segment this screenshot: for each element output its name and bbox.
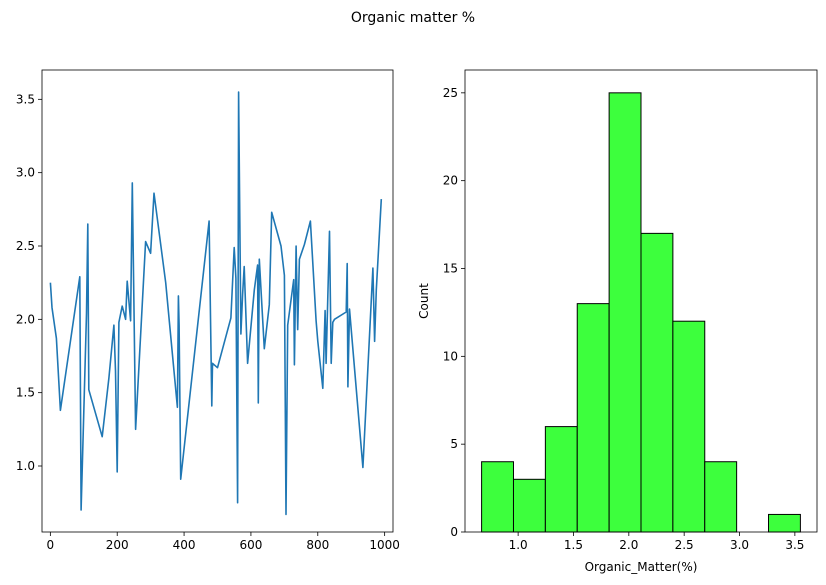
line-x-tick-label: 400 — [173, 538, 196, 552]
histogram-y-tick-label: 15 — [443, 262, 458, 276]
histogram-bar — [704, 461, 738, 533]
histogram-y-tick-label: 25 — [443, 86, 458, 100]
line-x-tick-label: 200 — [106, 538, 129, 552]
histogram-y-tick-label: 20 — [443, 174, 458, 188]
histogram-x-tick-label: 3.0 — [730, 538, 749, 552]
histogram-chart: 1.0 1.5 2.0 2.5 3.0 3.5 0 5 10 15 20 25 Organic_Ma… — [417, 69, 818, 574]
histogram-frame — [464, 69, 818, 533]
histogram-y-tick-label: 5 — [450, 437, 458, 451]
histogram-x-tick-label: 1.0 — [509, 538, 528, 552]
histogram-y-tick-label: 0 — [450, 525, 458, 539]
line-series — [49, 91, 383, 516]
histogram-x-tick-label: 2.5 — [675, 538, 694, 552]
histogram-y-axis: 0 5 10 15 20 25 — [443, 86, 465, 539]
line-chart-x-axis: 0 200 400 600 800 1000 — [47, 532, 400, 552]
histogram-x-axis: 1.0 1.5 2.0 2.5 3.0 3.5 — [509, 532, 804, 552]
histogram-bar — [640, 232, 674, 533]
histogram-bar — [512, 478, 546, 533]
line-y-tick-label: 1.5 — [16, 386, 35, 400]
line-y-tick-label: 3.5 — [16, 92, 35, 106]
histogram-x-tick-label: 1.5 — [564, 538, 583, 552]
line-y-tick-label: 2.5 — [16, 239, 35, 253]
line-y-tick-label: 2.0 — [16, 312, 35, 326]
line-x-tick-label: 0 — [47, 538, 55, 552]
histogram-y-label: Count — [417, 283, 431, 319]
histogram-x-tick-label: 2.0 — [619, 538, 638, 552]
line-x-tick-label: 600 — [239, 538, 262, 552]
line-y-tick-label: 1.0 — [16, 459, 35, 473]
histogram-bar — [576, 303, 610, 533]
line-y-tick-label: 3.0 — [16, 166, 35, 180]
histogram-bar — [672, 320, 706, 533]
histogram-bar — [768, 513, 801, 533]
histogram-bar — [608, 92, 642, 533]
line-x-tick-label: 1000 — [369, 538, 400, 552]
line-x-tick-label: 800 — [306, 538, 329, 552]
figure-title: Organic matter % — [351, 10, 475, 26]
histogram-bar — [544, 426, 578, 533]
line-chart: 0 200 400 600 800 1000 1.0 1.5 2.0 2.5 3.0 3.5 — [16, 69, 400, 552]
histogram-x-label: Organic_Matter(%) — [585, 560, 698, 574]
line-chart-frame — [41, 69, 394, 533]
histogram-bars — [481, 92, 801, 533]
line-chart-y-axis: 1.0 1.5 2.0 2.5 3.0 3.5 — [16, 92, 42, 473]
histogram-bar — [481, 461, 514, 533]
histogram-y-tick-label: 10 — [443, 349, 458, 363]
histogram-x-tick-label: 3.5 — [785, 538, 804, 552]
